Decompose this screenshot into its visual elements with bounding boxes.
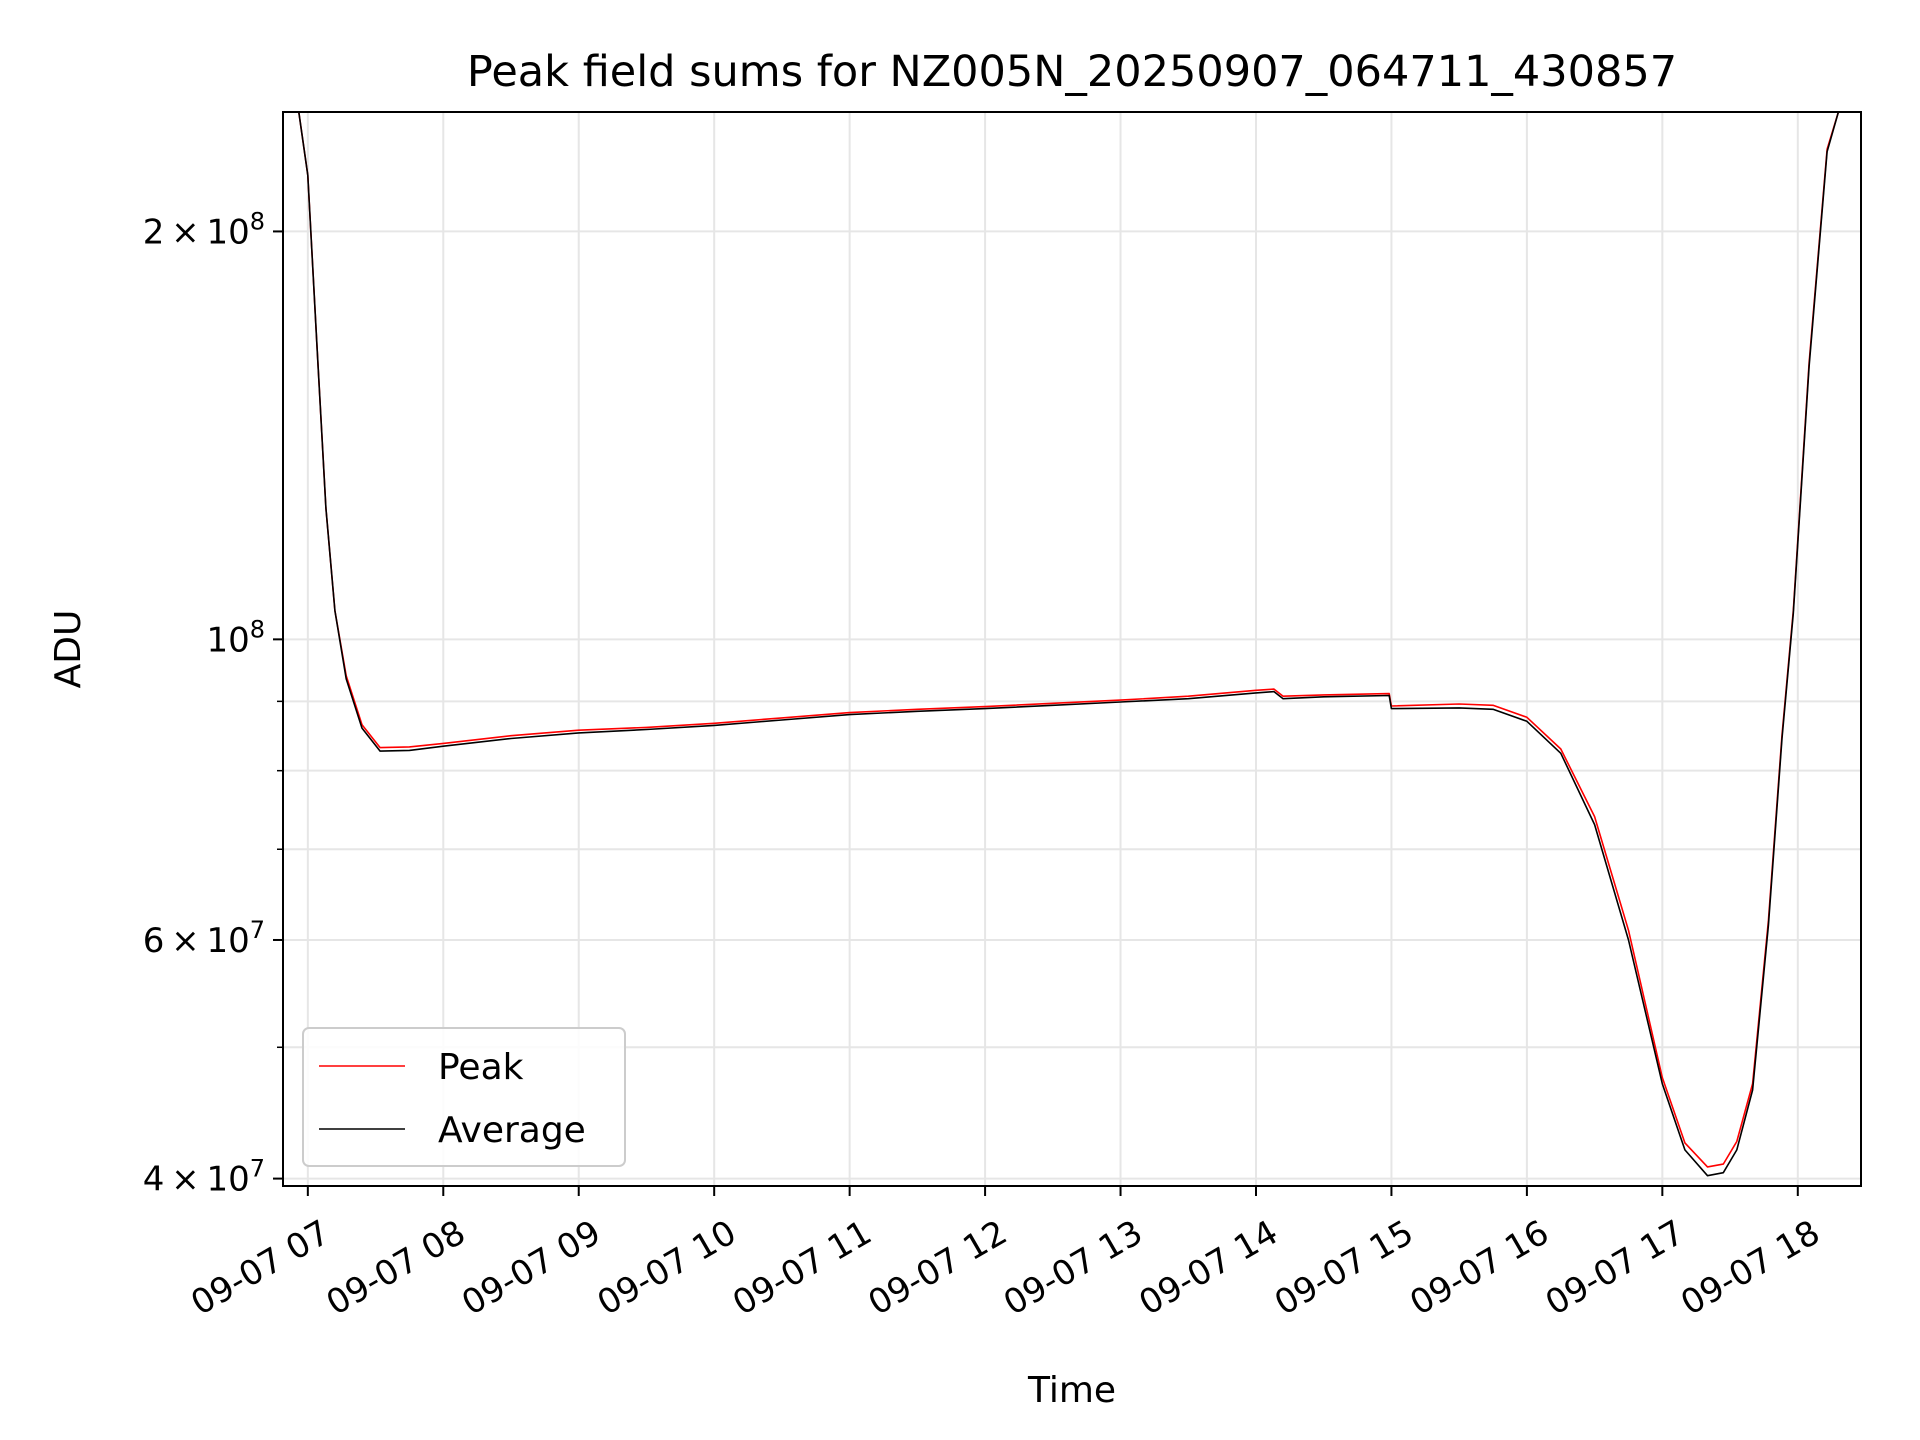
series-line-average xyxy=(283,112,1861,1177)
y-tick-label: 6 × 107 xyxy=(143,916,265,961)
legend-label-peak: Peak xyxy=(438,1047,524,1088)
y-tick-exponent: 8 xyxy=(250,615,265,643)
y-tick-exponent: 7 xyxy=(250,1155,265,1183)
y-tick-mantissa: 6 xyxy=(143,921,165,961)
y-tick-label: 4 × 107 xyxy=(143,1155,265,1200)
series-line-peak xyxy=(283,112,1861,1168)
y-tick-mantissa: 4 xyxy=(143,1160,165,1200)
y-tick-mantissa: 2 xyxy=(143,212,165,252)
y-tick-exponent: 7 xyxy=(250,916,265,944)
grid xyxy=(283,112,1861,1186)
chart-title: Peak field sums for NZ005N_20250907_0647… xyxy=(467,47,1677,97)
y-axis-title: ADU xyxy=(48,610,89,689)
x-axis-title: Time xyxy=(1027,1370,1116,1411)
legend-box xyxy=(302,1027,626,1167)
y-tick-exponent: 8 xyxy=(250,207,265,235)
plot-frame xyxy=(282,111,1862,1187)
legend-label-average: Average xyxy=(438,1110,586,1151)
legend: Peak Average xyxy=(302,1027,626,1167)
series-layer xyxy=(283,112,1861,1177)
y-tick-label: 2 × 108 xyxy=(143,207,265,252)
